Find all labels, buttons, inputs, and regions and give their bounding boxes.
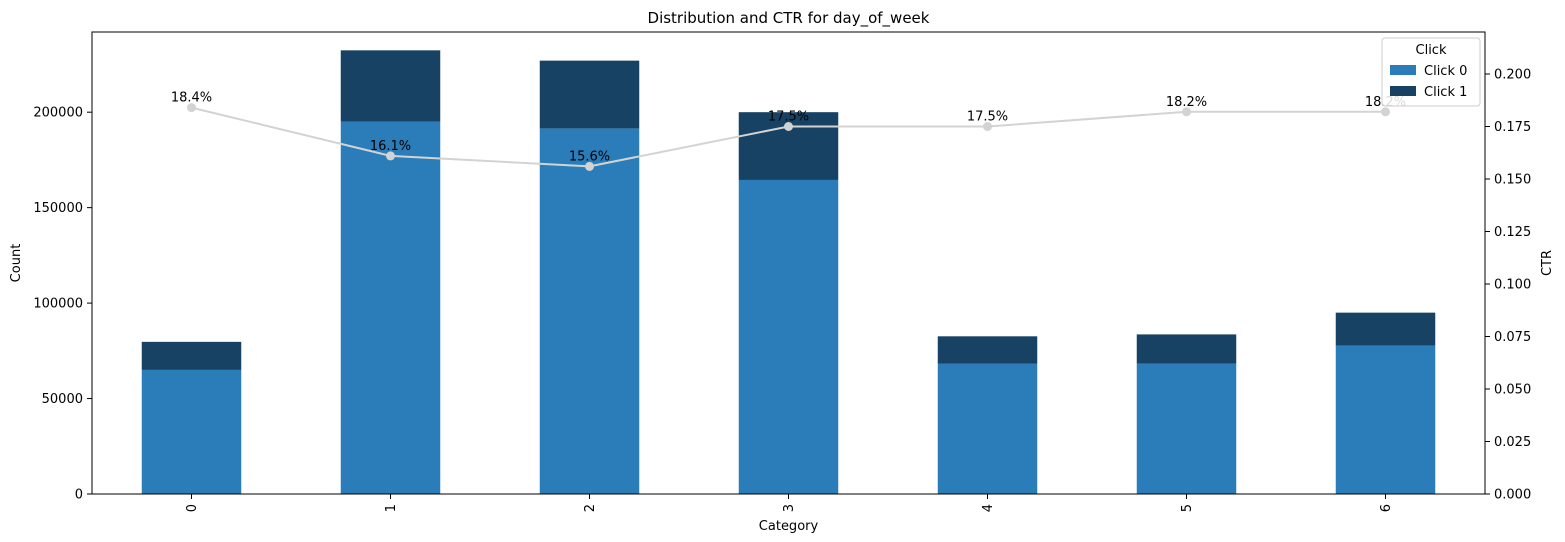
axes: 0 50000 100000 150000 200000 0.000 0.025 0.050 0…	[33, 68, 1531, 513]
ctr-point-3	[784, 122, 793, 131]
legend-title: Click	[1416, 43, 1447, 58]
bar-click-0-6	[1335, 345, 1436, 494]
y-tick-label: 50000	[42, 392, 83, 407]
bar-click-1-6	[1335, 312, 1436, 346]
plot-area: 18.4%16.1%15.6%17.5%17.5%18.2%18.2%	[141, 50, 1436, 495]
y2-tick-label: 0.200	[1494, 68, 1531, 83]
ctr-point-6	[1381, 107, 1390, 117]
ctr-label-3: 17.5%	[768, 110, 809, 125]
y2-tick-label: 0.175	[1494, 120, 1531, 135]
y2-tick-label: 0.125	[1494, 225, 1531, 240]
x-tick-label: 5	[1180, 504, 1195, 512]
x-tick-label: 4	[981, 504, 996, 512]
x-tick-label: 6	[1379, 504, 1394, 512]
bar-click-0-3	[738, 179, 839, 495]
bar-click-1-1	[340, 50, 441, 122]
y-tick-label: 150000	[33, 201, 83, 216]
y2-axis-title: CTR	[1540, 250, 1555, 276]
ctr-point-0	[187, 103, 196, 113]
ctr-label-4: 17.5%	[967, 110, 1008, 125]
legend-swatch-click-1	[1390, 86, 1416, 96]
ctr-point-2	[585, 161, 594, 171]
bar-click-1-0	[141, 341, 242, 370]
bar-click-1-4	[937, 336, 1038, 364]
bar-click-0-2	[539, 128, 640, 494]
chart-title: Distribution and CTR for day_of_week	[648, 9, 930, 28]
y2-tick-label: 0.075	[1494, 330, 1531, 345]
y-axis-title: Count	[9, 244, 24, 283]
x-tick-label: 0	[185, 504, 200, 512]
ctr-point-4	[983, 122, 992, 131]
ctr-point-1	[386, 151, 395, 161]
bar-click-0-5	[1136, 363, 1237, 494]
ctr-label-2: 15.6%	[569, 149, 610, 164]
legend-label-click-0: Click 0	[1424, 64, 1467, 79]
ctr-label-0: 18.4%	[171, 91, 212, 106]
bar-click-0-1	[340, 121, 441, 495]
y-tick-label: 200000	[33, 106, 83, 121]
bar-click-1-5	[1136, 334, 1237, 364]
x-tick-label: 1	[384, 504, 399, 512]
y2-tick-label: 0.000	[1494, 488, 1531, 503]
ctr-label-5: 18.2%	[1166, 95, 1207, 110]
y2-tick-label: 0.150	[1494, 173, 1531, 188]
legend-swatch-click-0	[1390, 65, 1416, 75]
legend-label-click-1: Click 1	[1424, 85, 1467, 100]
bar-click-1-2	[539, 60, 640, 129]
ctr-point-5	[1182, 107, 1191, 117]
y2-tick-label: 0.050	[1494, 383, 1531, 398]
x-tick-label: 2	[583, 504, 598, 512]
bar-click-0-0	[141, 369, 242, 494]
legend: Click Click 0 Click 1	[1381, 37, 1481, 107]
x-tick-label: 3	[782, 504, 797, 512]
y2-tick-label: 0.100	[1494, 278, 1531, 293]
bar-click-0-4	[937, 363, 1038, 494]
y-tick-label: 100000	[33, 297, 83, 312]
ctr-label-1: 16.1%	[370, 139, 411, 154]
y-tick-label: 0	[75, 488, 83, 503]
x-axis-title: Category	[759, 519, 819, 534]
y2-tick-label: 0.025	[1494, 435, 1531, 450]
legend-entries: Click 0 Click 1	[1390, 64, 1467, 100]
